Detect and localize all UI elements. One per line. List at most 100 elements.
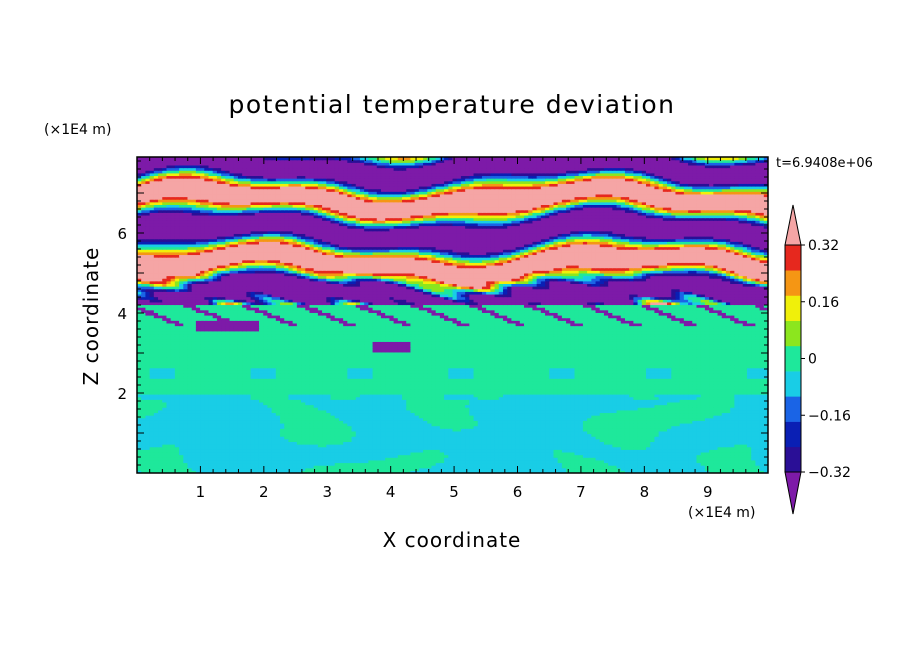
heatmap-cell bbox=[654, 465, 660, 469]
heatmap-cell bbox=[187, 449, 193, 453]
heatmap-cell bbox=[490, 420, 496, 424]
heatmap-cell bbox=[755, 459, 761, 464]
heatmap-cell bbox=[322, 438, 327, 442]
heatmap-cell bbox=[166, 425, 172, 429]
heatmap-cell bbox=[452, 401, 458, 406]
heatmap-cell bbox=[414, 428, 420, 432]
heatmap-cell bbox=[271, 428, 277, 432]
heatmap-cell bbox=[221, 459, 226, 464]
heatmap-cell bbox=[654, 449, 660, 453]
heatmap-cell bbox=[330, 467, 336, 471]
heatmap-cell bbox=[179, 399, 184, 403]
heatmap-cell bbox=[637, 433, 643, 437]
heatmap-cell bbox=[658, 417, 664, 421]
heatmap-cell bbox=[620, 438, 626, 442]
heatmap-cell bbox=[742, 422, 748, 427]
heatmap-cell bbox=[149, 438, 155, 442]
heatmap-cell bbox=[204, 407, 210, 411]
heatmap-cell bbox=[162, 399, 168, 403]
heatmap-cell bbox=[515, 465, 521, 469]
heatmap-cell bbox=[284, 409, 290, 414]
heatmap-cell bbox=[578, 444, 584, 448]
heatmap-cell bbox=[561, 417, 567, 421]
heatmap-cell bbox=[557, 449, 563, 453]
heatmap-cell bbox=[734, 451, 740, 456]
heatmap-cell bbox=[292, 401, 298, 406]
heatmap-cell bbox=[179, 401, 184, 406]
heatmap-cell bbox=[553, 438, 559, 442]
heatmap-cell bbox=[730, 407, 735, 411]
heatmap-cell bbox=[174, 404, 180, 408]
heatmap-cell bbox=[629, 417, 634, 421]
heatmap-cell bbox=[280, 417, 285, 421]
heatmap-cell bbox=[658, 409, 664, 414]
heatmap-cell bbox=[511, 454, 517, 458]
heatmap-cell bbox=[187, 454, 193, 458]
heatmap-cell bbox=[271, 409, 277, 414]
heatmap-cell bbox=[355, 467, 361, 471]
heatmap-cell bbox=[624, 467, 630, 471]
heatmap-cell bbox=[494, 428, 500, 432]
heatmap-cell bbox=[242, 417, 247, 421]
heatmap-cell bbox=[271, 417, 277, 421]
heatmap-cell bbox=[258, 454, 264, 458]
heatmap-cell bbox=[646, 430, 651, 435]
heatmap-cell bbox=[351, 430, 357, 435]
heatmap-cell bbox=[498, 438, 504, 442]
heatmap-cell bbox=[263, 436, 269, 440]
heatmap-cell bbox=[250, 451, 256, 456]
heatmap-cell bbox=[460, 444, 466, 448]
heatmap-cell bbox=[587, 467, 592, 471]
heatmap-cell bbox=[444, 422, 449, 427]
heatmap-cell bbox=[561, 433, 567, 437]
heatmap-cell bbox=[418, 438, 424, 442]
heatmap-cell bbox=[536, 438, 542, 442]
heatmap-cell bbox=[435, 425, 441, 429]
heatmap-cell bbox=[587, 444, 592, 448]
heatmap-cell bbox=[389, 401, 395, 406]
heatmap-cell bbox=[317, 436, 323, 440]
heatmap-cell bbox=[406, 415, 412, 419]
heatmap-cell bbox=[759, 417, 765, 421]
heatmap-cell bbox=[519, 449, 525, 453]
heatmap-cell bbox=[561, 457, 567, 461]
heatmap-cell bbox=[448, 436, 454, 440]
heatmap-cell bbox=[427, 467, 433, 471]
heatmap-cell bbox=[292, 444, 298, 448]
heatmap-cell bbox=[229, 422, 235, 427]
heatmap-cell bbox=[380, 465, 386, 469]
heatmap-cell bbox=[162, 457, 168, 461]
heatmap-cell bbox=[254, 441, 260, 445]
heatmap-cell bbox=[141, 407, 147, 411]
heatmap-cell bbox=[187, 412, 193, 416]
heatmap-cell bbox=[301, 465, 306, 469]
heatmap-cell bbox=[448, 462, 454, 466]
heatmap-cell bbox=[528, 420, 534, 424]
heatmap-cell bbox=[195, 451, 201, 456]
heatmap-cell bbox=[717, 428, 723, 432]
heatmap-cell bbox=[301, 433, 306, 437]
heatmap-cell bbox=[242, 422, 247, 427]
heatmap-cell bbox=[423, 430, 428, 435]
heatmap-cell bbox=[658, 438, 664, 442]
heatmap-cell bbox=[751, 462, 756, 466]
heatmap-cell bbox=[742, 467, 748, 471]
heatmap-cell bbox=[275, 465, 281, 469]
heatmap-cell bbox=[759, 465, 765, 469]
heatmap-cell bbox=[385, 457, 390, 461]
heatmap-cell bbox=[322, 409, 327, 414]
heatmap-cell bbox=[204, 404, 210, 408]
heatmap-cell bbox=[494, 470, 500, 473]
heatmap-cell bbox=[734, 420, 740, 424]
heatmap-cell bbox=[662, 465, 668, 469]
heatmap-cell bbox=[477, 451, 483, 456]
heatmap-cell bbox=[570, 420, 576, 424]
heatmap-cell bbox=[624, 430, 630, 435]
heatmap-cell bbox=[229, 441, 235, 445]
heatmap-cell bbox=[595, 444, 601, 448]
heatmap-cell bbox=[465, 454, 470, 458]
heatmap-cell bbox=[254, 425, 260, 429]
heatmap-cell bbox=[481, 415, 487, 419]
heatmap-cell bbox=[713, 425, 719, 429]
heatmap-cell bbox=[730, 441, 735, 445]
